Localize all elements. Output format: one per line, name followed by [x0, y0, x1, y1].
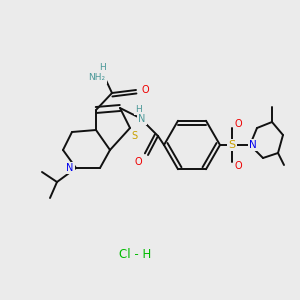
Text: NH₂: NH₂: [88, 74, 106, 82]
Text: S: S: [228, 140, 236, 150]
Text: H: H: [99, 64, 105, 73]
Text: O: O: [234, 119, 242, 129]
Text: O: O: [134, 157, 142, 167]
Text: O: O: [141, 85, 149, 95]
Text: N: N: [66, 163, 74, 173]
Text: H: H: [136, 104, 142, 113]
Text: O: O: [234, 161, 242, 171]
Text: Cl - H: Cl - H: [119, 248, 151, 262]
Text: N: N: [249, 140, 257, 150]
Text: N: N: [138, 114, 146, 124]
Text: S: S: [131, 131, 137, 141]
